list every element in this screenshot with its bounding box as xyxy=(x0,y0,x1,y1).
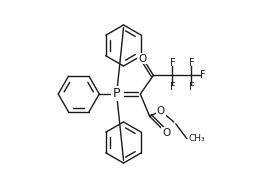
Text: F: F xyxy=(189,58,194,68)
Text: O: O xyxy=(138,54,146,64)
Text: F: F xyxy=(200,70,206,80)
Text: P: P xyxy=(112,87,120,101)
Text: CH₃: CH₃ xyxy=(189,134,205,143)
Text: O: O xyxy=(162,128,171,138)
Text: O: O xyxy=(157,106,165,116)
Text: F: F xyxy=(170,58,176,68)
Text: F: F xyxy=(189,83,194,92)
Text: F: F xyxy=(170,83,176,92)
